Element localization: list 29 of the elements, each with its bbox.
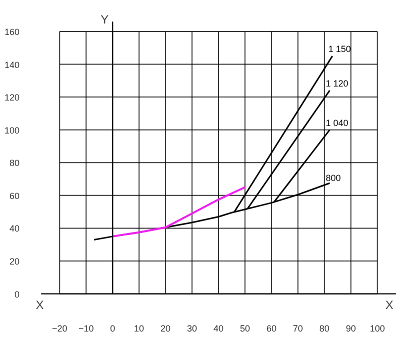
series-label: 800 <box>326 173 341 184</box>
x-tick-label: 20 <box>160 324 171 334</box>
text: X <box>36 298 44 312</box>
y-axis-title: Y <box>100 12 109 27</box>
x-tick-label: 90 <box>346 324 356 334</box>
series-label: 1 150 <box>328 44 351 54</box>
x-tick-label: 100 <box>370 324 385 334</box>
y-tick-label: 100 <box>4 125 20 136</box>
y-tick-label: 120 <box>4 92 20 103</box>
y-tick-label: 160 <box>4 26 20 37</box>
x-tick-label: 50 <box>240 324 250 334</box>
y-tick-label: 140 <box>4 60 20 70</box>
x-tick-label: 60 <box>266 324 276 334</box>
y-tick-label: 20 <box>9 256 20 267</box>
x-tick-label: −20 <box>52 324 68 334</box>
series-label: 1 040 <box>326 118 348 128</box>
y-tick-label: 0 <box>14 289 20 300</box>
x-tick-label: 0 <box>110 324 116 334</box>
y-tick-label: 40 <box>9 224 20 234</box>
x-tick-label: 30 <box>187 324 198 334</box>
x-tick-label: 10 <box>134 324 144 334</box>
x-tick-label: 70 <box>292 324 303 334</box>
x-axis-title: X <box>385 298 394 312</box>
x-tick-label: 40 <box>213 324 224 334</box>
y-tick-label: 60 <box>9 190 20 201</box>
y-tick-label: 80 <box>9 158 20 168</box>
x-tick-label: −10 <box>78 324 94 334</box>
x-tick-label: 80 <box>319 324 330 334</box>
series-label: 1 120 <box>326 78 348 88</box>
